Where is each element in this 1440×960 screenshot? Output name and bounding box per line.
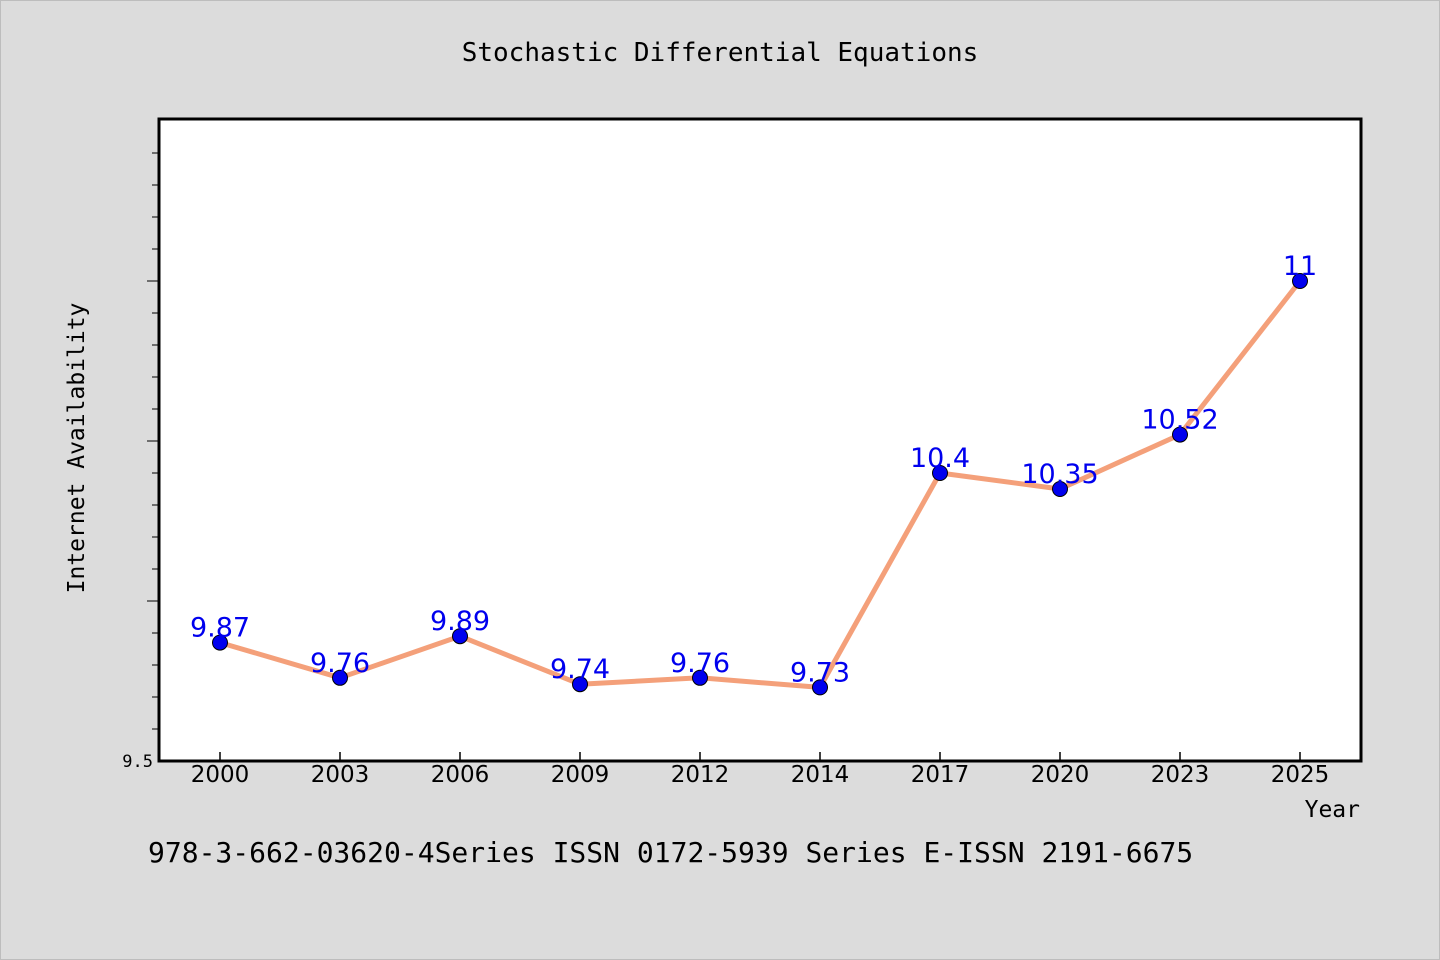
data-label: 9.89 [430,606,490,637]
x-axis-tick-labels: 2000 2003 2006 2009 2012 2014 2017 2020 2023 2025 [191,762,1330,788]
data-point [572,676,588,693]
data-point [212,634,228,651]
data-label: 9.76 [670,648,730,679]
y-tick-label: 9.5 [122,752,153,772]
data-label: 9.76 [310,648,370,679]
x-tick-label: 2023 [1151,762,1210,788]
x-tick-label: 2003 [311,762,370,788]
data-label: 10.35 [1021,459,1098,490]
data-label: 10.52 [1141,405,1218,436]
data-point [1172,426,1188,443]
data-point [1052,481,1068,497]
x-tick-label: 2025 [1271,762,1330,788]
x-tick-label: 2009 [551,762,610,788]
y-axis-ticks [147,152,159,730]
x-tick-label: 2012 [671,762,730,788]
x-axis-ticks [219,752,1301,760]
data-point [932,465,948,481]
data-label: 9.73 [790,657,850,688]
data-label: 11 [1283,251,1317,282]
x-tick-label: 2000 [191,762,250,788]
data-point [812,679,828,696]
data-point [1292,273,1308,289]
y-axis-title: Internet Availability [64,303,90,594]
plot-area [157,117,1363,763]
x-tick-label: 2006 [431,762,490,788]
data-label: 10.4 [910,443,970,474]
footer-text: 978-3-662-03620-4Series ISSN 0172-5939 S… [148,836,1193,869]
x-tick-label: 2017 [911,762,970,788]
series-line [217,278,1303,690]
x-tick-label: 2014 [791,762,850,788]
x-axis-title: Year [1305,797,1360,823]
data-point [692,669,708,686]
data-label: 9.74 [550,654,610,685]
data-point [332,669,348,686]
chart-title: Stochastic Differential Equations [462,38,979,68]
data-label: 9.87 [190,613,250,644]
series-group: 9.87 9.76 9.89 9.74 9.76 9.73 10.4 10.35 10.52 11 [190,251,1317,696]
data-point [452,628,468,645]
x-tick-label: 2020 [1031,762,1090,788]
